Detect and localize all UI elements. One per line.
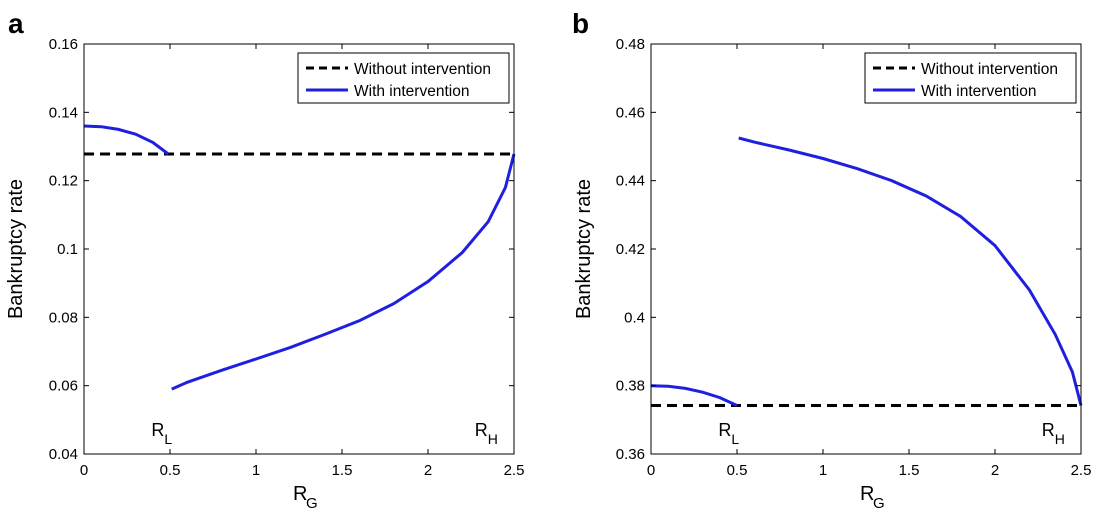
x-tick-label: 0.5 [160, 462, 181, 479]
legend-entry-2: With intervention [354, 83, 469, 100]
series-line-2-segment-2 [738, 136, 1083, 406]
y-tick-label: 0.16 [49, 36, 78, 53]
chart-panel-b: b 0 0.5 1 1.5 2 2.5 0.36 0.38 0.4 0.42 0.44 0.46 0.48… [572, 8, 1091, 510]
annotation-subscript-1: L [164, 431, 172, 447]
x-tick-label: 2.5 [1071, 462, 1092, 479]
x-tick-label: 2 [991, 462, 999, 479]
y-tick-label: 0.14 [49, 104, 78, 121]
annotation-subscript-2: H [1055, 431, 1065, 447]
legend-box [297, 52, 510, 104]
y-tick-label: 0.46 [616, 104, 645, 121]
y-tick-label: 0.12 [49, 173, 78, 190]
series-line-2-segment-2 [171, 153, 516, 391]
plot-area-frame [83, 43, 515, 455]
legend-entry-2: With intervention [921, 83, 1036, 100]
panel-label: a [8, 8, 24, 39]
x-tick-label: 1.5 [899, 462, 920, 479]
x-axis-label-subscript: G [306, 495, 318, 510]
x-tick-label: 2.5 [504, 462, 525, 479]
y-tick-label: 0.08 [49, 309, 78, 326]
y-tick-label: 0.44 [616, 173, 645, 190]
y-tick-label: 0.1 [57, 241, 78, 258]
x-tick-label: 2 [424, 462, 432, 479]
annotation-subscript-1: L [731, 431, 739, 447]
annotation-label-1: R [151, 420, 164, 440]
series-line-2-segment-1 [83, 124, 170, 156]
x-tick-label: 1 [252, 462, 260, 479]
x-axis-label: R [860, 483, 874, 505]
y-tick-label: 0.06 [49, 378, 78, 395]
legend-entry-1: Without intervention [921, 61, 1058, 78]
chart-panel-a: a 0 0.5 1 1.5 2 2.5 0.04 0.06 0.08 0.1 0.12 0.14 0.16… [5, 8, 524, 510]
y-tick-label: 0.36 [616, 446, 645, 463]
y-axis-label: Bankruptcy rate [573, 179, 595, 319]
x-tick-label: 1.5 [332, 462, 353, 479]
y-tick-label: 0.4 [624, 309, 645, 326]
x-tick-label: 0 [647, 462, 655, 479]
y-tick-label: 0.38 [616, 378, 645, 395]
panel-label: b [572, 8, 589, 39]
annotation-subscript-2: H [488, 431, 498, 447]
annotation-label-2: R [475, 420, 488, 440]
annotation-label-1: R [718, 420, 731, 440]
series-line-2-segment-1 [650, 384, 738, 407]
y-tick-label: 0.04 [49, 446, 78, 463]
plot-area-frame [650, 43, 1082, 455]
x-tick-label: 0 [80, 462, 88, 479]
x-axis-label: R [293, 483, 307, 505]
x-tick-label: 0.5 [727, 462, 748, 479]
x-tick-label: 1 [819, 462, 827, 479]
x-axis-label-subscript: G [873, 495, 885, 510]
annotation-label-2: R [1042, 420, 1055, 440]
y-axis-label: Bankruptcy rate [5, 179, 27, 319]
legend-entry-1: Without intervention [354, 61, 491, 78]
legend-box [864, 52, 1077, 104]
y-tick-label: 0.48 [616, 36, 645, 53]
y-tick-label: 0.42 [616, 241, 645, 258]
